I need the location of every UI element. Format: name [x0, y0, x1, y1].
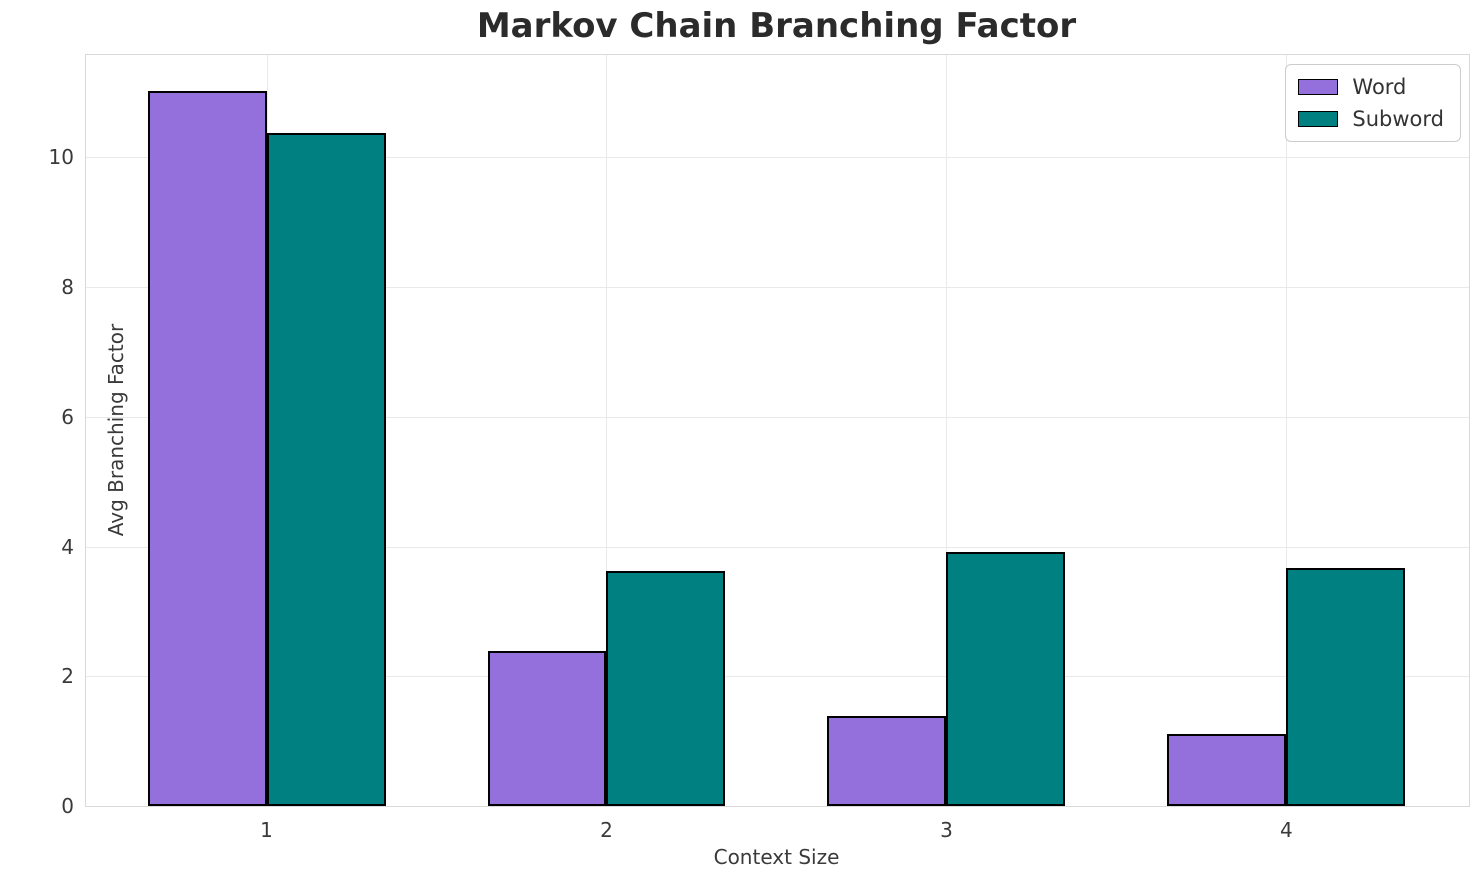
y-tick-4: 4 — [61, 534, 74, 559]
legend-label-word: Word — [1352, 75, 1407, 99]
y-tick-0: 0 — [61, 794, 74, 818]
bar-word-3 — [827, 715, 947, 806]
h-gridline-10 — [86, 157, 1469, 159]
bar-word-2 — [487, 651, 607, 806]
x-axis-label: Context Size — [713, 845, 840, 869]
subword-series-swatch — [1298, 111, 1339, 127]
bar-word-1 — [147, 90, 267, 806]
chart-title: Markov Chain Branching Factor — [476, 6, 1077, 46]
x-tick-1: 1 — [260, 818, 273, 842]
y-tick-6: 6 — [61, 404, 74, 429]
y-tick-2: 2 — [61, 664, 74, 689]
v-gridline-4 — [1286, 55, 1288, 806]
legend-label-subword: Subword — [1352, 107, 1444, 131]
y-tick-8: 8 — [61, 275, 74, 300]
y-axis-label: Avg Branching Factor — [104, 323, 129, 537]
y-tick-10: 10 — [48, 145, 74, 170]
bar-subword-3 — [946, 552, 1066, 806]
legend-item-word: Word — [1298, 75, 1444, 99]
plot-area: 1 2 3 4 0 2 4 6 8 10 Word Subword — [49, 54, 1470, 842]
x-tick-3: 3 — [940, 818, 953, 842]
h-gridline-4 — [86, 546, 1469, 548]
h-gridline-6 — [86, 416, 1469, 418]
bar-subword-2 — [606, 571, 726, 806]
x-tick-4: 4 — [1280, 818, 1293, 842]
bar-word-4 — [1167, 734, 1287, 806]
legend: Word Subword — [1285, 64, 1461, 142]
v-gridline-2 — [606, 55, 608, 806]
bar-subword-4 — [1286, 568, 1406, 806]
bar-subword-1 — [266, 133, 386, 806]
x-tick-2: 2 — [600, 818, 613, 842]
word-series-swatch — [1298, 79, 1339, 95]
legend-item-subword: Subword — [1298, 107, 1444, 131]
v-gridline-3 — [946, 55, 948, 806]
h-gridline-2 — [86, 676, 1469, 678]
h-gridline-8 — [86, 287, 1469, 289]
